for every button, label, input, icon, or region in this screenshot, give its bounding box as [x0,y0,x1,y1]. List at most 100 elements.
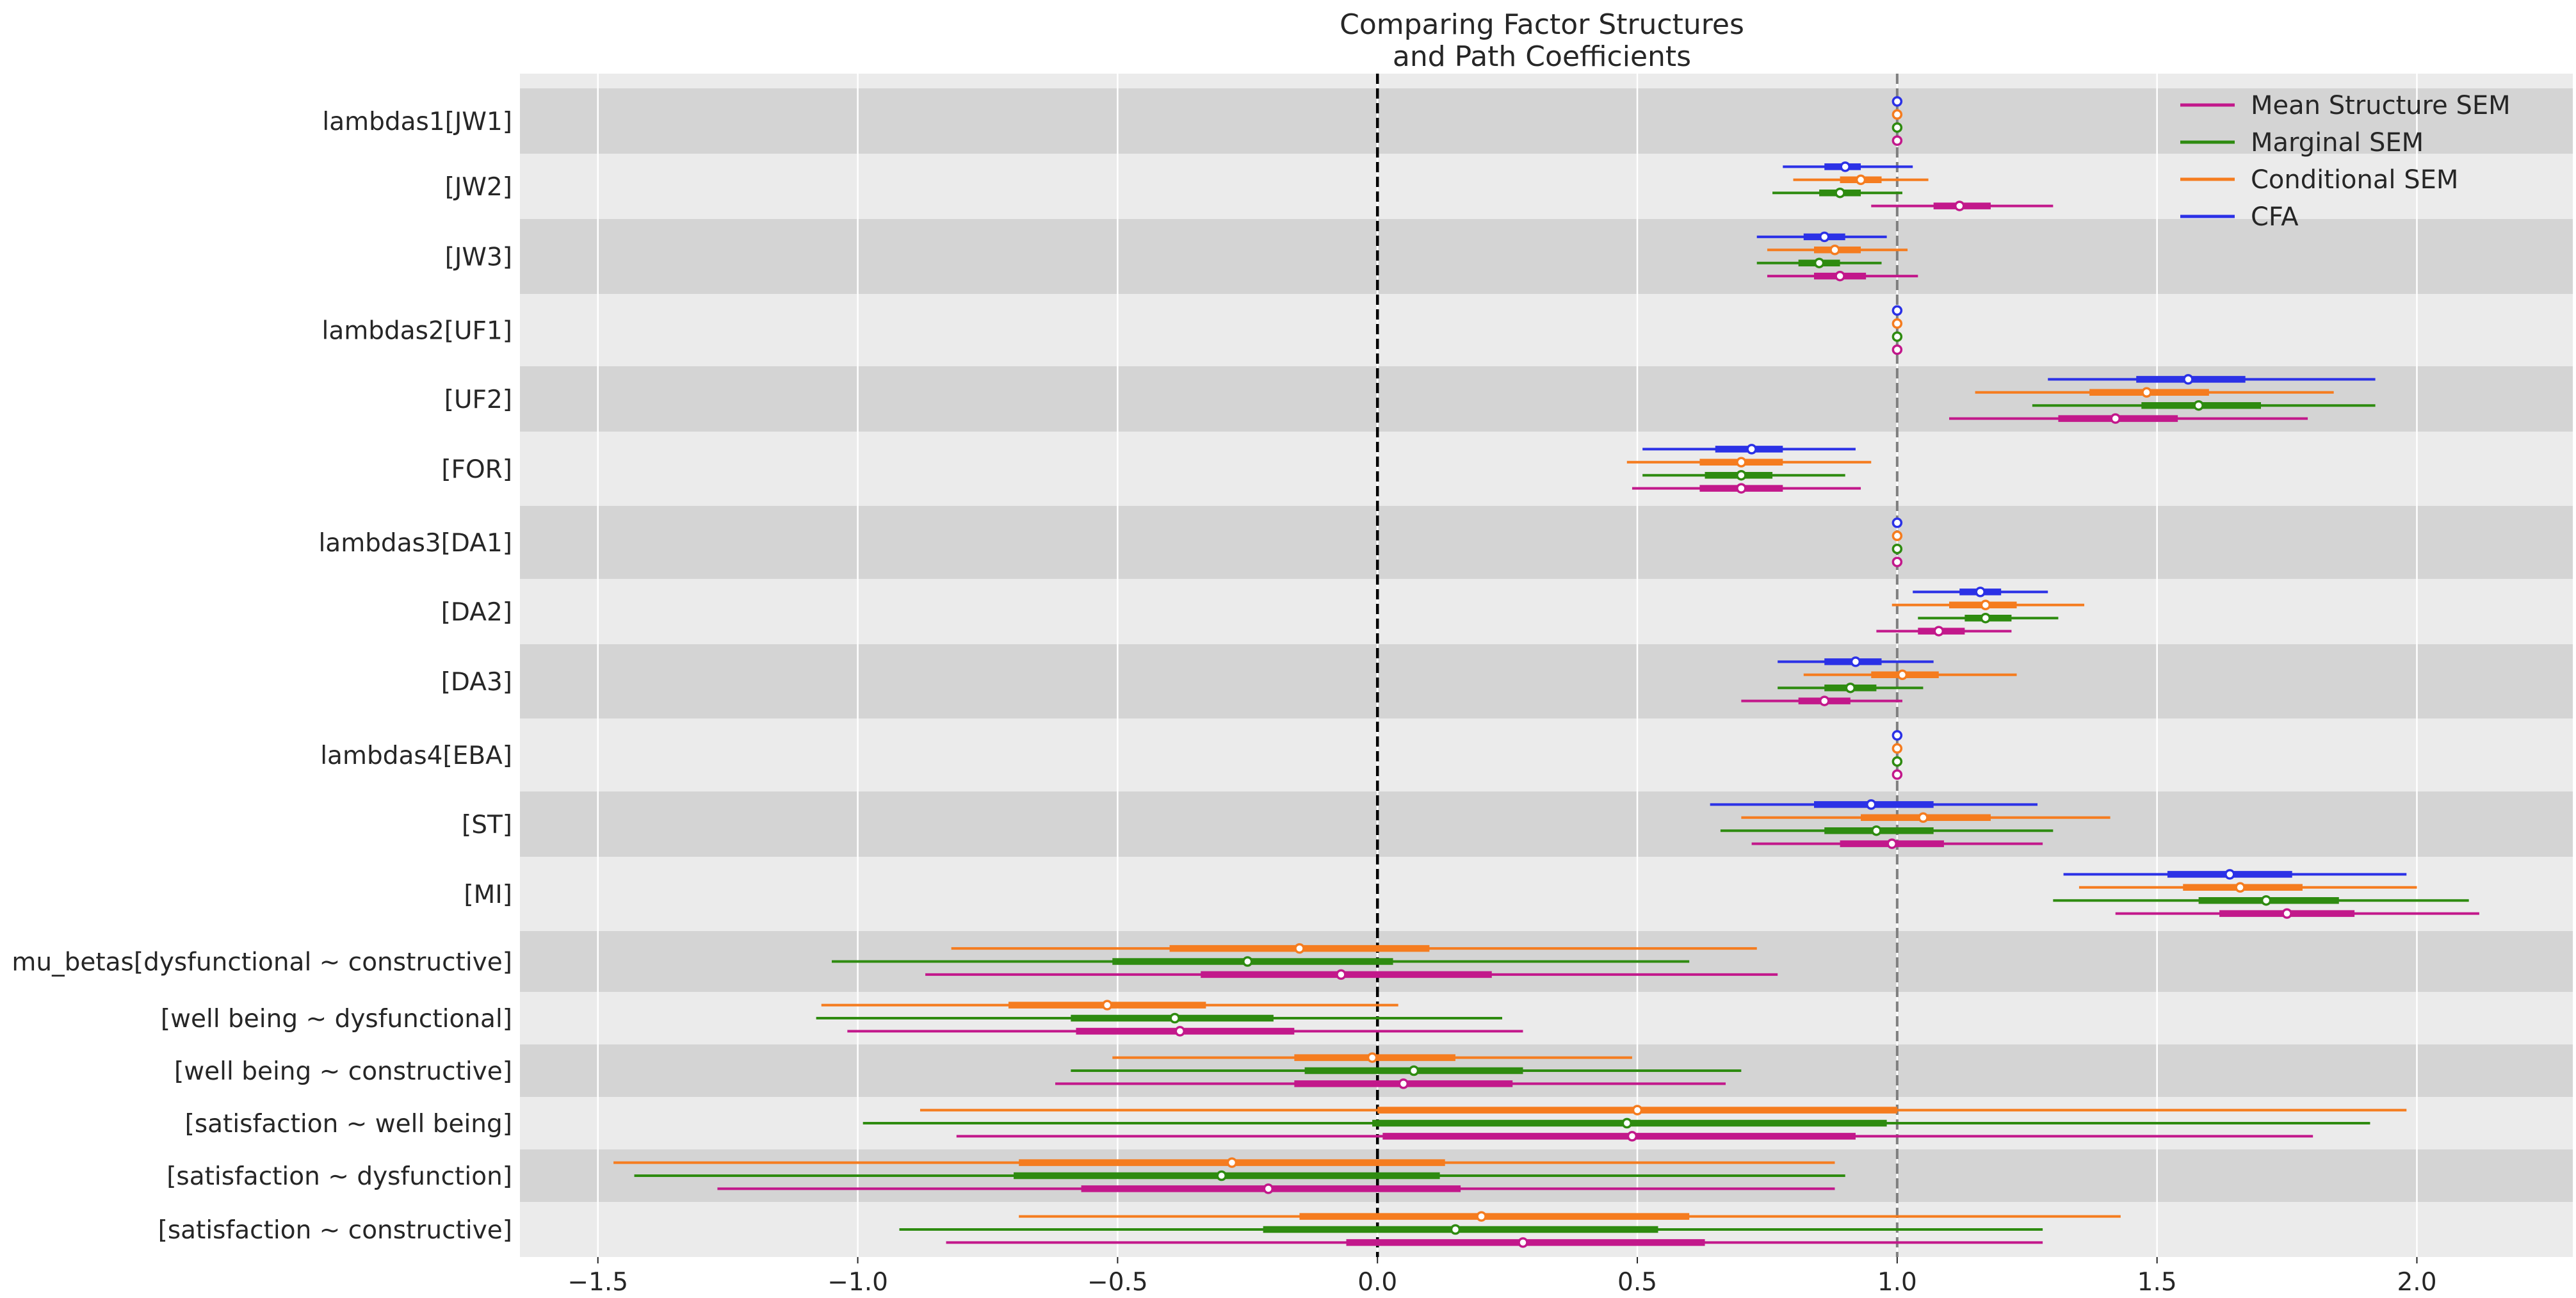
mean-point [1891,756,1903,767]
mean-point [1263,1183,1274,1194]
mean-point [1226,1157,1238,1168]
mean-point [2183,374,2194,385]
mean-point [1871,825,1882,836]
mean-point [1975,587,1986,597]
mean-point [1933,626,1945,637]
mean-point [1886,838,1897,849]
row-band [520,791,2573,857]
mean-point [1242,956,1253,967]
row-label: lambdas2[UF1] [322,317,513,346]
row-label: [DA3] [441,668,512,697]
mean-point [1850,656,1861,667]
legend-label: Marginal SEM [2251,128,2424,158]
row-label: mu_betas[dysfunctional ~ constructive] [12,948,512,977]
row-label: [well being ~ constructive] [174,1057,512,1086]
row-label: [MI] [464,880,512,909]
mean-point [1736,457,1747,468]
mean-point [1918,812,1929,823]
row-label: [ST] [462,811,512,840]
mean-point [1891,344,1903,355]
row-band [520,857,2573,931]
mean-point [1866,799,1877,810]
row-band [520,294,2573,366]
x-tick-label: 1.5 [2137,1268,2177,1295]
mean-point [1813,257,1825,268]
mean-point [1632,1105,1643,1115]
row-band [520,718,2573,791]
mean-point [1980,612,1991,624]
mean-point [2235,882,2246,893]
mean-point [1294,943,1305,954]
mean-point [1518,1237,1528,1248]
mean-point [1840,161,1851,172]
mean-point [1336,969,1347,980]
row-band [520,366,2573,432]
mean-point [1835,270,1845,282]
mean-point [1891,331,1903,342]
x-tick-label: 0.0 [1357,1268,1397,1295]
mean-point [2110,413,2121,424]
chart-title: and Path Coefficients [1393,40,1691,73]
row-label: [DA2] [441,598,512,627]
x-tick-label: −1.0 [827,1268,888,1295]
row-label: [well being ~ dysfunctional] [161,1005,512,1034]
mean-point [1216,1170,1227,1181]
row-band [520,579,2573,644]
mean-point [1736,483,1747,494]
row-label: [FOR] [441,455,512,484]
mean-point [1450,1224,1461,1235]
mean-point [1829,245,1840,256]
mean-point [1891,96,1903,107]
mean-point [1174,1026,1186,1037]
mean-point [1891,122,1903,133]
mean-point [1891,517,1903,528]
mean-point [1891,305,1903,316]
row-label: lambdas1[JW1] [322,108,512,136]
mean-point [1897,669,1908,681]
row-band [520,74,2573,88]
row-label: [JW2] [445,173,512,202]
mean-point [1835,187,1845,199]
row-band [520,154,2573,219]
mean-point [1891,730,1903,741]
mean-point [1819,231,1830,243]
mean-point [1736,469,1747,481]
legend-label: Conditional SEM [2251,165,2458,195]
mean-point [1855,174,1867,186]
mean-point [2224,869,2235,880]
mean-point [1366,1052,1378,1063]
mean-point [1891,556,1903,567]
row-label: [satisfaction ~ dysfunction] [166,1162,512,1191]
x-tick-label: −1.5 [567,1268,628,1295]
mean-point [1891,543,1903,555]
mean-point [1398,1078,1409,1089]
chart-title: Comparing Factor Structures [1340,8,1744,41]
mean-point [1819,695,1830,706]
row-label: [UF2] [444,385,512,414]
row-band [520,506,2573,579]
legend-label: CFA [2251,202,2299,232]
mean-point [1845,682,1856,694]
legend-label: Mean Structure SEM [2251,91,2511,120]
row-label: lambdas3[DA1] [318,529,512,558]
mean-point [1891,769,1903,780]
mean-point [1408,1065,1420,1076]
x-tick-label: 2.0 [2397,1268,2436,1295]
row-band [520,644,2573,718]
mean-point [2193,400,2204,411]
row-label: lambdas4[EBA] [320,742,512,770]
mean-point [1980,599,1991,611]
mean-point [2281,908,2292,919]
mean-point [1746,444,1757,455]
mean-point [1891,530,1903,542]
mean-point [2141,387,2152,398]
mean-point [1891,109,1903,120]
mean-point [1169,1012,1180,1024]
x-tick-label: 1.0 [1877,1268,1917,1295]
row-band [520,432,2573,506]
row-band [520,219,2573,294]
x-tick-label: −0.5 [1087,1268,1148,1295]
mean-point [1626,1131,1638,1142]
